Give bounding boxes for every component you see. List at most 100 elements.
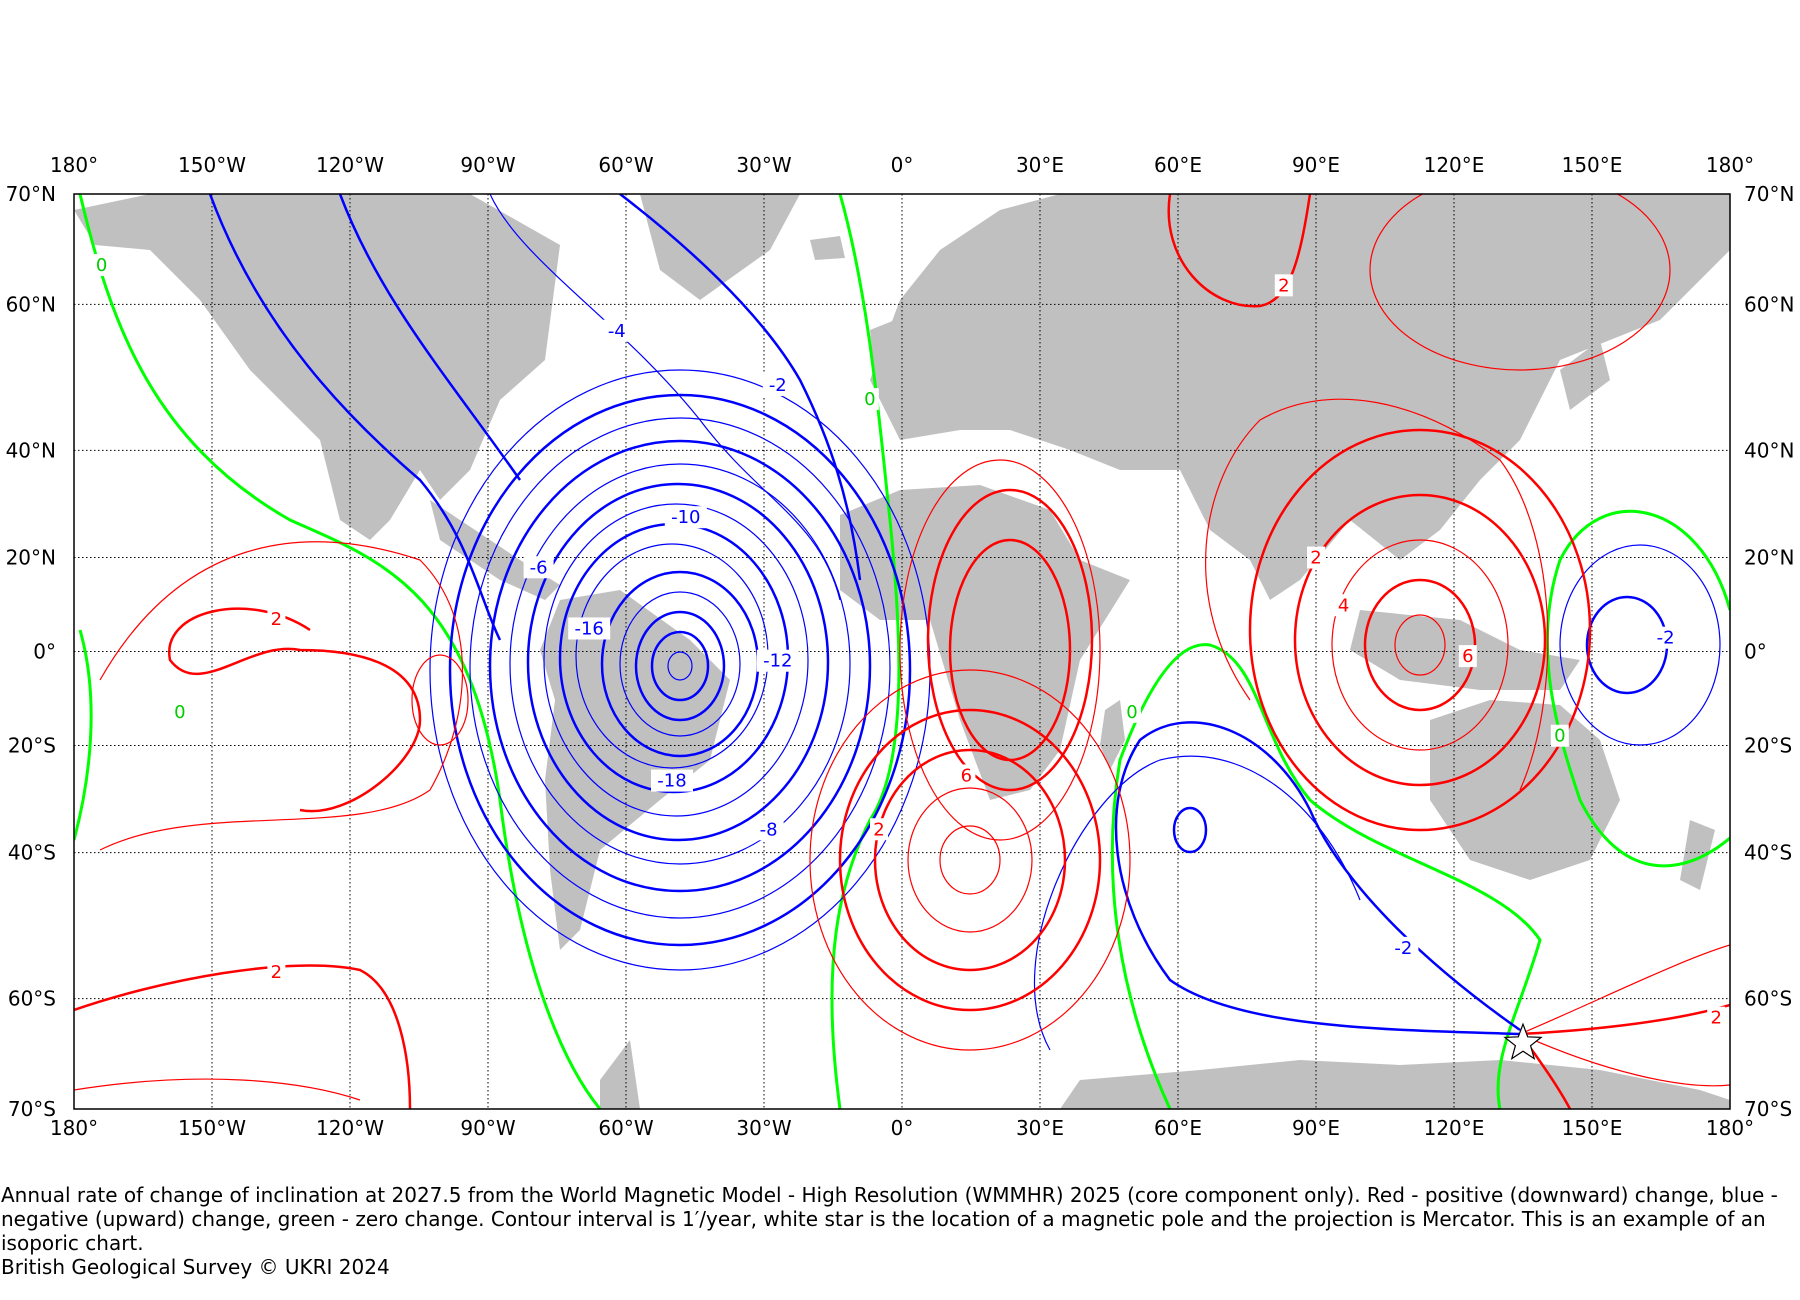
lat-tick-label-left: 40°N <box>6 438 56 462</box>
positive-contour <box>411 654 469 746</box>
lon-tick-label-bottom: 0° <box>891 1116 914 1140</box>
positive-contour <box>899 459 1101 841</box>
tick-labels: 180° 180° 150°W 150°W 120°W 120°W 90°W 90°W 60°W… <box>6 153 1795 1140</box>
lon-tick-label-bottom: 60°W <box>598 1116 653 1140</box>
antarctic-peninsula <box>600 1040 640 1109</box>
lon-tick-label-top: 180° <box>1706 153 1754 177</box>
negative-contour <box>667 651 693 681</box>
contour-value-label: 6 <box>961 765 972 786</box>
caption-text: Annual rate of change of inclination at … <box>1 1183 1778 1255</box>
map-caption: Annual rate of change of inclination at … <box>1 1183 1791 1279</box>
lon-tick-label-bottom: 180° <box>50 1116 98 1140</box>
contour-labels: 0 0 2 2 -4 -2 0 -10 -6 -16 -12 -18 -8 2 6 0 2 2 4 6 0 -2 -2 2 <box>92 254 1726 1029</box>
negative-contour <box>650 630 710 702</box>
australia <box>1430 700 1620 880</box>
iceland <box>810 236 845 260</box>
lat-tick-label-left: 40°S <box>8 841 56 865</box>
negative-contour <box>619 591 741 737</box>
negative-contour <box>448 393 912 947</box>
lat-tick-label-right: 70°S <box>1744 1097 1792 1121</box>
contour-value-label: -2 <box>769 375 787 396</box>
positive-contour <box>809 669 1131 1051</box>
negative-contour <box>619 194 862 581</box>
negative-contour <box>208 194 502 641</box>
lat-tick-label-right: 70°N <box>1744 182 1794 206</box>
negative-contour <box>488 439 872 893</box>
lon-tick-label-bottom: 60°E <box>1154 1116 1202 1140</box>
contour-label-backdrop <box>860 388 879 411</box>
negative-contour <box>1114 721 1521 1036</box>
lat-tick-label-right: 40°S <box>1744 841 1792 865</box>
lat-tick-label-left: 70°S <box>8 1097 56 1121</box>
landmasses <box>74 194 1730 1109</box>
lat-tick-label-right: 40°N <box>1744 438 1794 462</box>
contour-value-label: 0 <box>96 255 107 276</box>
contour-lines <box>74 194 1730 1109</box>
negative-contour <box>1559 544 1721 746</box>
north-america <box>74 194 560 540</box>
graticule <box>74 194 1730 1109</box>
contour-value-label: 0 <box>1554 726 1565 747</box>
positive-contour <box>838 708 1102 1012</box>
map-frame <box>73 193 1731 1110</box>
contour-label-backdrop <box>753 818 784 841</box>
contour-label-backdrop <box>1650 626 1681 649</box>
positive-contour <box>1293 493 1547 787</box>
contour-value-label: -12 <box>763 651 792 672</box>
lon-tick-label-top: 30°W <box>736 153 791 177</box>
lon-tick-label-top: 150°W <box>178 153 246 177</box>
zero-contour <box>74 629 93 841</box>
contour-label-backdrop <box>664 506 707 529</box>
contour-label-backdrop <box>1388 936 1419 959</box>
positive-contour <box>873 748 1067 972</box>
lon-tick-label-bottom: 180° <box>1706 1116 1754 1140</box>
contour-label-backdrop <box>870 818 888 841</box>
contour-value-label: 2 <box>1310 548 1321 569</box>
lat-tick-label-right: 60°S <box>1744 987 1792 1011</box>
magnetic-pole-star-icon <box>1503 1022 1543 1060</box>
contour-value-label: 2 <box>271 609 282 630</box>
contour-value-label: 4 <box>1338 595 1349 616</box>
isoporic-map: 0 0 2 2 -4 -2 0 -10 -6 -16 -12 -18 -8 2 6 0 2 2 4 6 0 -2 -2 2 1… <box>6 153 1795 1140</box>
contour-label-backdrop <box>651 769 693 792</box>
positive-contour <box>1205 398 1549 791</box>
lon-tick-label-top: 60°E <box>1154 153 1202 177</box>
contour-label-backdrop <box>523 556 554 579</box>
lat-tick-label-right: 20°N <box>1744 546 1794 570</box>
lon-tick-label-top: 120°W <box>316 153 384 177</box>
zero-contour <box>830 194 901 1109</box>
positive-contour <box>99 541 463 851</box>
lat-tick-label-right: 0° <box>1744 640 1767 664</box>
contour-value-label: 0 <box>1126 702 1137 723</box>
positive-contour <box>1248 428 1592 832</box>
positive-contours <box>74 194 1730 1109</box>
negative-contour <box>1172 806 1208 854</box>
contour-value-label: -2 <box>1394 938 1412 959</box>
zero-contour <box>78 194 602 1109</box>
lat-tick-label-left: 70°N <box>6 182 56 206</box>
africa <box>840 485 1130 800</box>
contour-label-backdrop <box>1123 700 1141 723</box>
contour-value-label: -18 <box>657 771 686 792</box>
positive-contour <box>1363 578 1477 712</box>
lat-tick-label-right: 20°S <box>1744 733 1792 757</box>
japan <box>1560 340 1610 410</box>
contour-label-backdrop <box>1707 1006 1726 1029</box>
lon-tick-label-top: 150°E <box>1562 153 1623 177</box>
negative-contours <box>208 194 1721 1051</box>
contour-label-backdrop <box>957 764 976 787</box>
negative-contour <box>1033 755 1361 1051</box>
positive-contour <box>1167 194 1312 308</box>
contour-value-label: 2 <box>1710 1008 1721 1029</box>
lon-tick-label-bottom: 150°E <box>1562 1116 1623 1140</box>
lat-tick-label-left: 60°S <box>8 987 56 1011</box>
contour-value-label: 0 <box>864 389 875 410</box>
contour-value-label: -4 <box>608 321 626 342</box>
lon-tick-label-bottom: 90°W <box>460 1116 515 1140</box>
lon-tick-label-top: 60°W <box>598 153 653 177</box>
greenland <box>640 194 800 300</box>
contour-label-backdrop <box>170 700 189 723</box>
contour-label-backdrop <box>267 608 286 631</box>
contour-value-label: 0 <box>174 702 185 723</box>
lat-tick-label-left: 20°N <box>6 546 56 570</box>
